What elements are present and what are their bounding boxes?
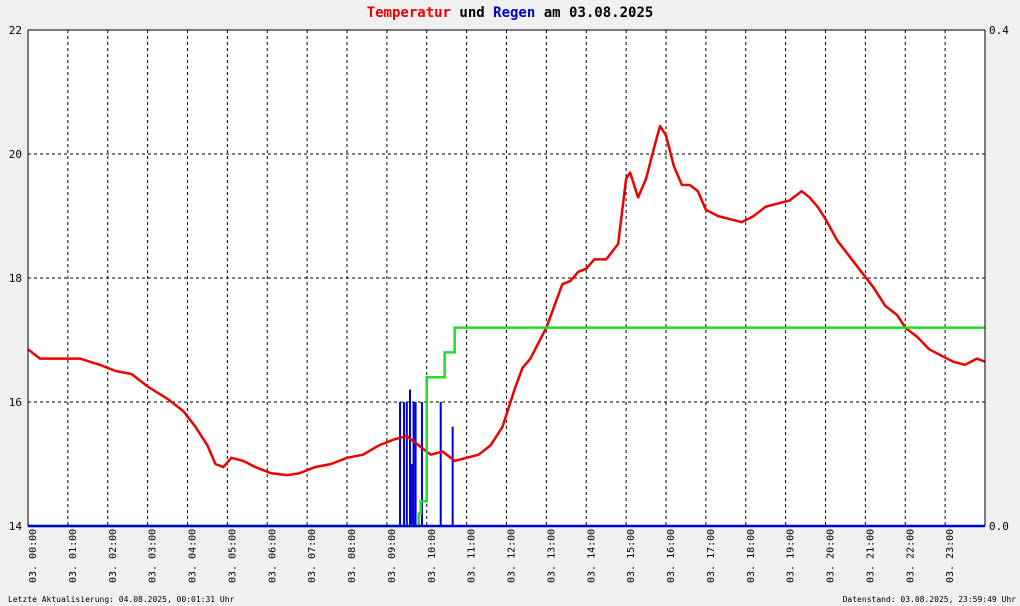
x-tick-label: 03. 17:00 (706, 529, 717, 583)
x-tick-label: 03. 06:00 (267, 529, 278, 583)
x-tick-label: 03. 02:00 (108, 529, 119, 583)
y-left-tick-label: 22 (9, 24, 22, 37)
x-tick-label: 03. 22:00 (905, 529, 916, 583)
title-date: am 03.08.2025 (535, 5, 654, 21)
x-tick-label: 03. 08:00 (347, 529, 358, 583)
data-status-text: Datenstand: 03.08.2025, 23:59:49 Uhr (842, 595, 1016, 604)
temperature-line (27, 124, 986, 477)
y-right-tick-label: 0.0 (989, 520, 1009, 533)
x-tick-label: 03. 01:00 (68, 529, 79, 583)
x-tick-label: 03. 13:00 (546, 529, 557, 583)
x-tick-label: 03. 11:00 (467, 529, 478, 583)
x-tick-label: 03. 10:00 (427, 529, 438, 583)
x-tick-label: 03. 09:00 (387, 529, 398, 583)
x-tick-label: 03. 00:00 (28, 529, 39, 583)
x-tick-label: 03. 14:00 (586, 529, 597, 583)
x-tick-label: 03. 18:00 (746, 529, 757, 583)
title-rain: Regen (493, 5, 536, 21)
x-tick-label: 03. 19:00 (786, 529, 797, 583)
last-update-text: Letzte Aktualisierung: 04.08.2025, 00:01… (8, 595, 235, 604)
title-und: und (450, 5, 494, 21)
y-left-tick-label: 16 (9, 396, 22, 409)
y-left-tick-label: 20 (9, 148, 22, 161)
x-tick-label: 03. 12:00 (507, 529, 518, 583)
x-tick-label: 03. 05:00 (227, 529, 238, 583)
axes (27, 29, 986, 528)
y-left-tick-label: 18 (9, 272, 22, 285)
y-left-tick-label: 14 (9, 520, 23, 533)
x-tick-label: 03. 04:00 (188, 529, 199, 583)
x-tick-label: 03. 16:00 (666, 529, 677, 583)
chart-title: Temperatur und Regen am 03.08.2025 (0, 5, 1020, 21)
title-temperature: Temperatur (366, 5, 451, 21)
y-right-tick-label: 0.4 (989, 24, 1009, 37)
x-tick-label: 03. 20:00 (826, 529, 837, 583)
x-tick-label: 03. 03:00 (148, 529, 159, 583)
x-tick-label: 03. 07:00 (307, 529, 318, 583)
x-tick-label: 03. 21:00 (865, 529, 876, 583)
tick-labels: 14 16 18 20 22 0.0 0.4 03. 00:00 03. 01:00 03. 02… (9, 24, 1009, 583)
x-tick-label: 03. 23:00 (945, 529, 956, 583)
x-tick-label: 03. 15:00 (626, 529, 637, 583)
